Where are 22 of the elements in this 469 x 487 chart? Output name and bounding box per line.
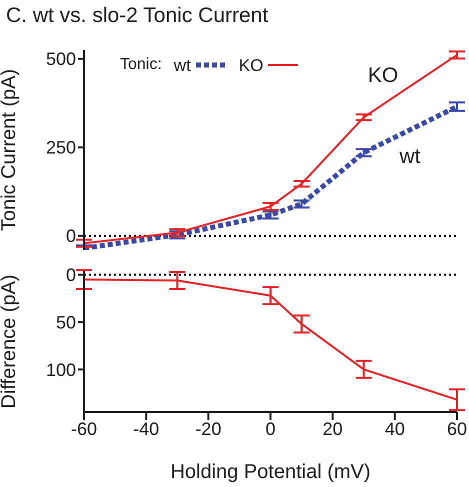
chart-title: C. wt vs. slo-2 Tonic Current (6, 4, 268, 28)
x-tick-label: -40 (133, 418, 160, 439)
x-tick-label: -60 (70, 418, 98, 439)
x-tick-label: -20 (195, 418, 222, 439)
x-tick-label: 40 (384, 418, 405, 439)
y-tick-label: 0 (66, 265, 76, 286)
legend-title: Tonic: (120, 56, 162, 74)
y-tick-label: 50 (56, 312, 76, 332)
annotation: KO (368, 64, 398, 88)
y-tick-label: 250 (46, 138, 76, 158)
y-tick-label: 100 (46, 360, 76, 380)
x-tick-label: 0 (265, 418, 276, 439)
y-axis-title: Tonic Current (pA) (0, 68, 20, 232)
y-axis-title: Difference (pA) (0, 274, 20, 409)
y-tick-label: 0 (66, 226, 76, 246)
x-tick-label: 60 (446, 418, 468, 439)
annotation: wt (400, 145, 420, 169)
legend-label: wt (174, 56, 191, 74)
x-tick-label: 20 (322, 418, 343, 439)
legend-label: KO (238, 56, 264, 74)
y-tick-label: 500 (46, 49, 76, 70)
x-axis-title: Holding Potential (mV) (170, 461, 371, 483)
